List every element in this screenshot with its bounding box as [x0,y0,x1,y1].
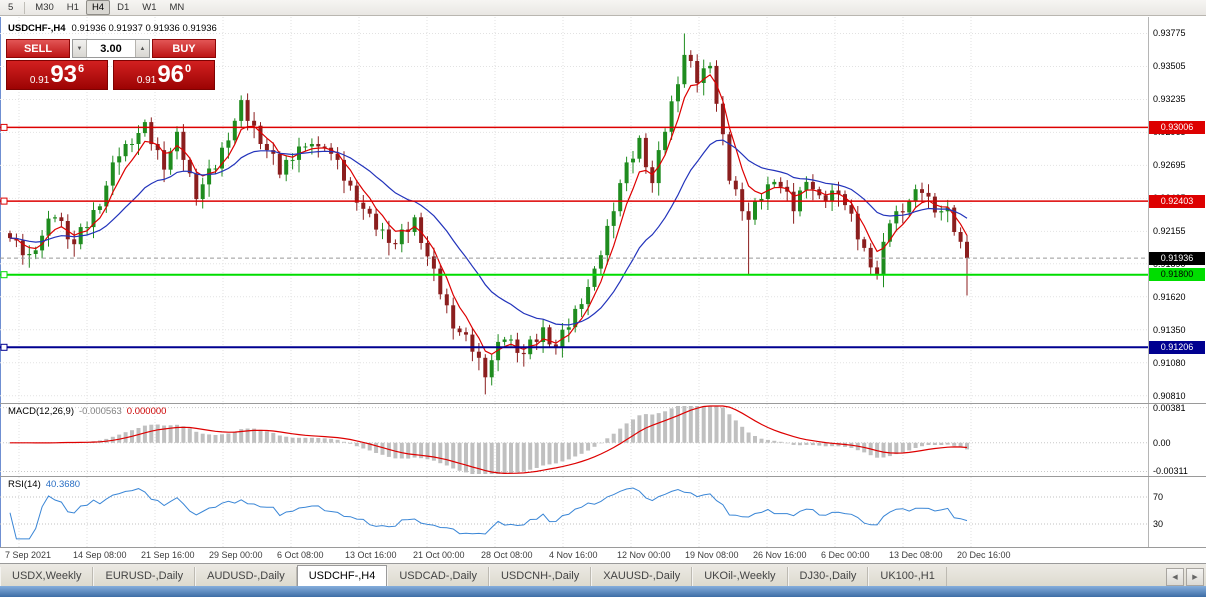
macd-canvas[interactable] [0,404,1148,476]
rsi-name: RSI(14) [8,479,41,490]
bottom-scrollbar-strip[interactable] [0,586,1206,597]
chart-tab-eurusd-daily[interactable]: EURUSD-,Daily [93,567,196,586]
macd-main-value: -0.000563 [79,406,122,417]
chart-tab-bar: USDX,Weekly EURUSD-,Daily AUDUSD-,Daily USD… [0,563,1206,586]
price-level-badge: 0.91800 [1149,268,1205,281]
rsi-pane[interactable]: RSI(14) 40.3680 70 30 [0,476,1206,547]
time-label: 6 Dec 00:00 [821,550,870,560]
rsi-value: 40.3680 [45,479,81,490]
chart-tab-audusd-daily[interactable]: AUDUSD-,Daily [195,567,297,586]
sell-price-prefix: 0.91 [29,75,50,86]
price-tick: 0.93505 [1153,61,1186,71]
time-axis: 7 Sep 2021 14 Sep 08:00 21 Sep 16:00 29 Sep… [0,547,1206,563]
price-level-badge: 0.93006 [1149,121,1205,134]
toolbar-separator [24,1,26,14]
rsi-tick: 30 [1153,519,1164,529]
chart-tab-usdx-weekly[interactable]: USDX,Weekly [0,567,94,586]
timeframe-button-h1[interactable]: H1 [66,2,79,13]
price-tick: 0.91350 [1153,325,1186,335]
one-click-trading-panel: SELL ▼ 3.00 ▲ BUY 0.91 93 6 0.91 96 0 [6,39,218,90]
axis-separator [1148,404,1149,476]
price-tick: 0.92155 [1153,226,1186,236]
axis-separator [1148,17,1149,403]
chart-tab-uk100-h1[interactable]: UK100-,H1 [868,567,947,586]
axis-separator [1148,477,1149,547]
volume-value[interactable]: 3.00 [100,42,122,55]
macd-tick: 0.00381 [1153,403,1186,413]
time-label: 28 Oct 08:00 [481,550,533,560]
sell-price-pip: 6 [78,63,85,75]
time-label: 14 Sep 08:00 [73,550,127,560]
chart-symbol-label: USDCHF-,H4 [8,23,66,34]
rsi-label: RSI(14) 40.3680 [8,479,80,490]
price-tick: 0.92695 [1153,160,1186,170]
chart-window: USDCHF-,H4 0.91936 0.91937 0.91936 0.9193… [0,17,1206,563]
timeframe-button-w1[interactable]: W1 [142,2,157,13]
macd-name: MACD(12,26,9) [8,406,74,417]
tab-scroll-arrows: ◀ ▶ [1166,568,1204,586]
price-axis: 0.937750.935050.932350.929650.926950.924… [1149,17,1206,403]
time-label: 13 Oct 16:00 [345,550,397,560]
buy-button[interactable]: BUY [152,39,216,58]
time-label: 20 Dec 16:00 [957,550,1011,560]
macd-tick: -0.00311 [1153,466,1188,476]
price-level-badge: 0.91936 [1149,252,1205,265]
chart-tabs: USDX,Weekly EURUSD-,Daily AUDUSD-,Daily USD… [0,565,947,586]
price-tick: 0.91620 [1153,292,1186,302]
time-label: 13 Dec 08:00 [889,550,943,560]
rsi-tick: 70 [1153,492,1164,502]
timeframe-button-5[interactable]: 5 [8,2,14,13]
macd-label: MACD(12,26,9) -0.000563 0.000000 [8,406,166,417]
chart-ohlc-values: 0.91936 0.91937 0.91936 0.91936 [71,23,217,34]
price-tick: 0.93235 [1153,94,1186,104]
buy-price-display[interactable]: 0.91 96 0 [113,60,215,90]
time-label: 7 Sep 2021 [5,550,52,560]
chart-tab-dj30-daily[interactable]: DJ30-,Daily [787,567,869,586]
volume-stepper[interactable]: ▼ 3.00 ▲ [72,39,150,58]
chart-tab-xauusd-daily[interactable]: XAUUSD-,Daily [591,567,693,586]
chart-tab-ukoil-weekly[interactable]: UKOil-,Weekly [692,567,788,586]
price-chart-canvas[interactable] [0,17,1148,403]
macd-axis: 0.00381 0.00 -0.00311 [1149,403,1206,476]
window-edge [0,17,1,562]
chart-tab-usdchf-h4[interactable]: USDCHF-,H4 [296,565,388,586]
buy-price-big: 96 [157,61,185,88]
timeframe-button-d1[interactable]: D1 [117,2,130,13]
time-label: 19 Nov 08:00 [685,550,739,560]
time-label: 21 Sep 16:00 [141,550,195,560]
sell-button[interactable]: SELL [6,39,70,58]
price-tick: 0.90810 [1153,391,1186,401]
timeframe-button-m30[interactable]: M30 [35,2,54,13]
macd-tick: 0.00 [1153,438,1171,448]
price-pane[interactable]: USDCHF-,H4 0.91936 0.91937 0.91936 0.9193… [0,17,1206,403]
volume-decrease-icon[interactable]: ▼ [73,40,87,57]
rsi-canvas[interactable] [0,477,1148,547]
macd-pane[interactable]: MACD(12,26,9) -0.000563 0.000000 0.00381 0.… [0,403,1206,476]
buy-price-prefix: 0.91 [136,75,157,86]
chart-tab-usdcad-daily[interactable]: USDCAD-,Daily [387,567,489,586]
chart-title: USDCHF-,H4 0.91936 0.91937 0.91936 0.9193… [8,23,217,34]
time-label: 4 Nov 16:00 [549,550,598,560]
time-label: 29 Sep 00:00 [209,550,263,560]
time-label: 12 Nov 00:00 [617,550,671,560]
timeframe-toolbar: 5 M30 H1 H4 D1 W1 MN [0,0,1206,16]
price-tick: 0.93775 [1153,28,1186,38]
macd-signal-value: 0.000000 [126,406,167,417]
sell-price-big: 93 [50,61,78,88]
price-tick: 0.91080 [1153,358,1186,368]
time-label: 6 Oct 08:00 [277,550,324,560]
rsi-axis: 70 30 [1149,477,1206,547]
tab-scroll-right-icon[interactable]: ▶ [1186,568,1204,586]
price-level-badge: 0.91206 [1149,341,1205,354]
chart-tab-usdcnh-daily[interactable]: USDCNH-,Daily [488,567,592,586]
timeframe-button-mn[interactable]: MN [169,2,185,13]
buy-price-pip: 0 [185,63,192,75]
time-label: 26 Nov 16:00 [753,550,807,560]
sell-price-display[interactable]: 0.91 93 6 [6,60,108,90]
price-level-badge: 0.92403 [1149,195,1205,208]
volume-increase-icon[interactable]: ▲ [135,40,149,57]
timeframe-button-h4[interactable]: H4 [85,0,111,15]
tab-scroll-left-icon[interactable]: ◀ [1166,568,1184,586]
time-label: 21 Oct 00:00 [413,550,465,560]
